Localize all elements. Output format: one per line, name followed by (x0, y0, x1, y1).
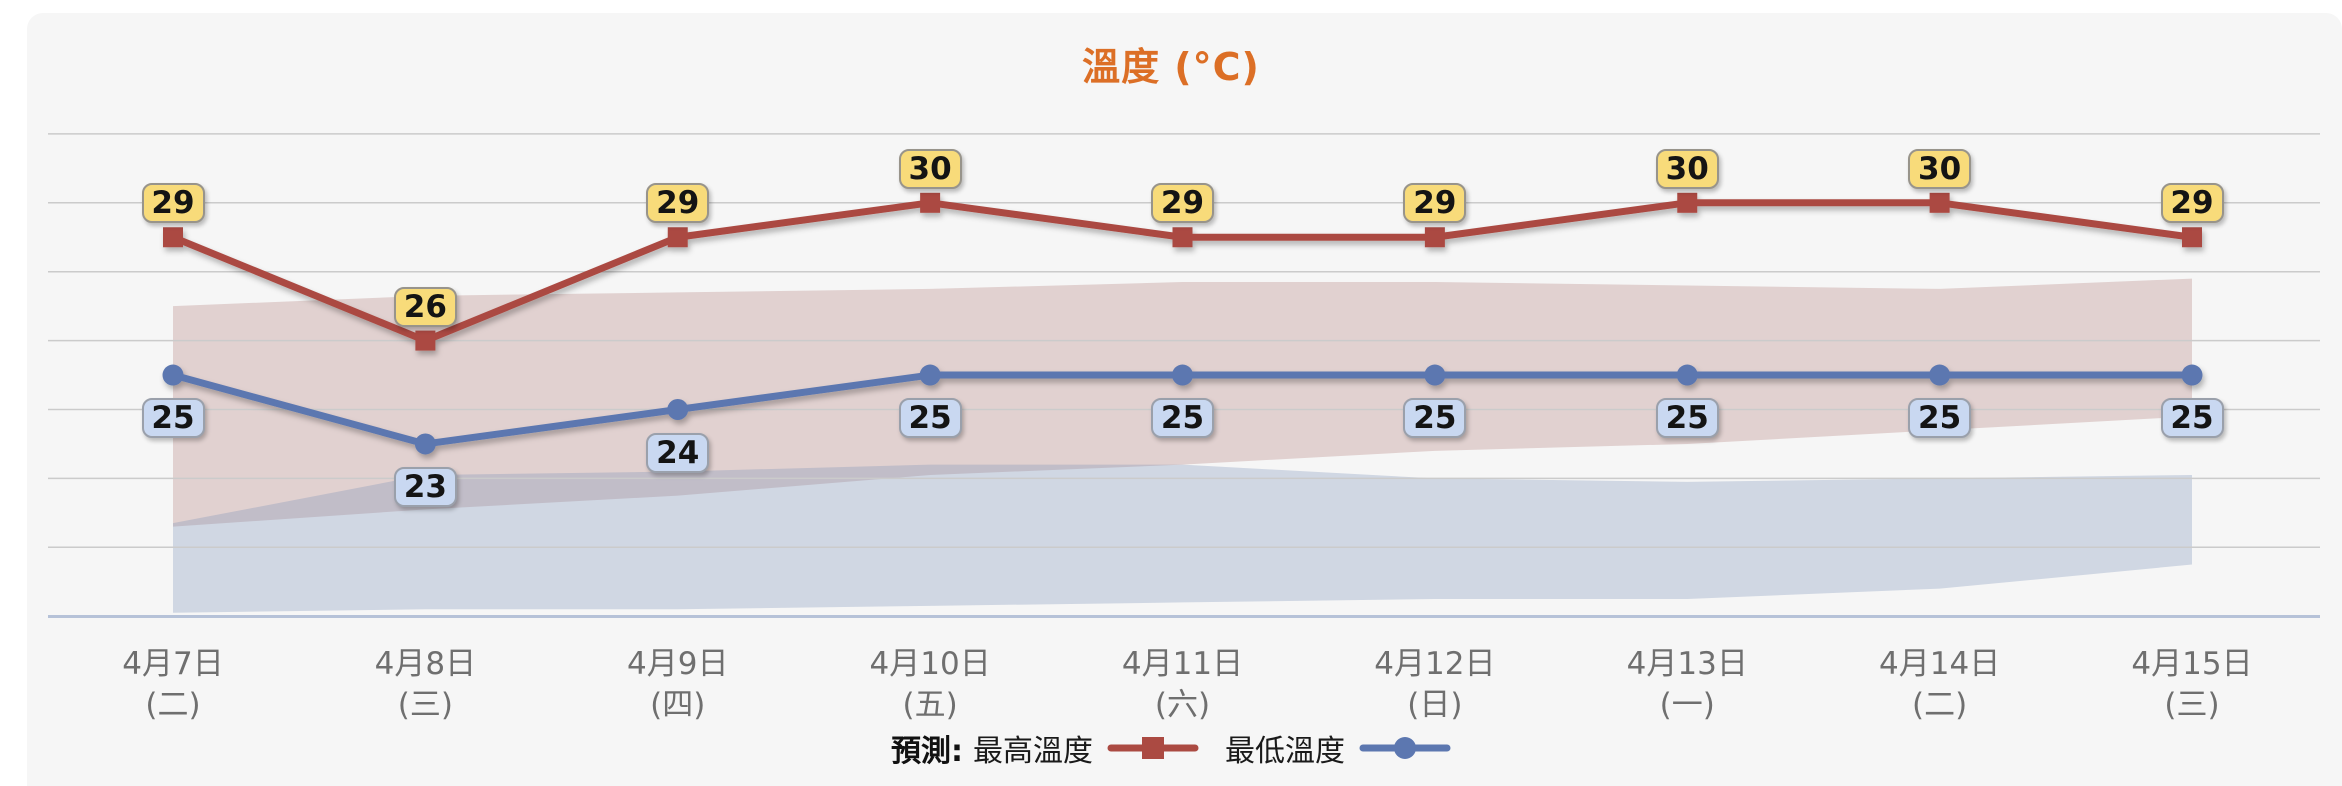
legend-max-swatch-icon (1107, 737, 1199, 759)
min-temp-series (162, 364, 2203, 455)
min-temp-marker[interactable] (1676, 364, 1698, 386)
max-temp-marker[interactable] (1929, 192, 1950, 213)
legend-max-label: 最高溫度 (973, 734, 1093, 769)
min-temp-marker[interactable] (414, 433, 436, 455)
min-temp-marker[interactable] (1172, 364, 1193, 386)
max-temp-marker[interactable] (2182, 227, 2202, 248)
max-temp-marker[interactable] (920, 192, 941, 213)
max-temp-marker[interactable] (415, 330, 436, 351)
chart-legend: 預測: 最高溫度 最低溫度 (0, 726, 2342, 770)
normal-min-range-band (173, 464, 2192, 613)
max-temp-marker[interactable] (1424, 227, 1445, 248)
max-temp-marker[interactable] (1677, 192, 1698, 213)
min-temp-marker[interactable] (1929, 364, 1951, 386)
max-temp-series (163, 192, 2202, 351)
legend-min-label: 最低溫度 (1225, 734, 1345, 769)
max-temp-marker[interactable] (1172, 227, 1193, 248)
legend-prefix: 預測: (891, 734, 963, 769)
max-temp-marker[interactable] (667, 227, 688, 248)
min-temp-marker[interactable] (667, 399, 689, 420)
min-temp-marker[interactable] (919, 364, 941, 386)
min-temp-marker[interactable] (1424, 364, 1446, 386)
chart-title: 溫度 (°C) (1082, 45, 1260, 89)
min-temp-marker[interactable] (2181, 364, 2203, 386)
legend-min-swatch-icon (1359, 737, 1451, 759)
max-temp-marker[interactable] (163, 227, 183, 248)
min-temp-marker[interactable] (162, 364, 184, 386)
